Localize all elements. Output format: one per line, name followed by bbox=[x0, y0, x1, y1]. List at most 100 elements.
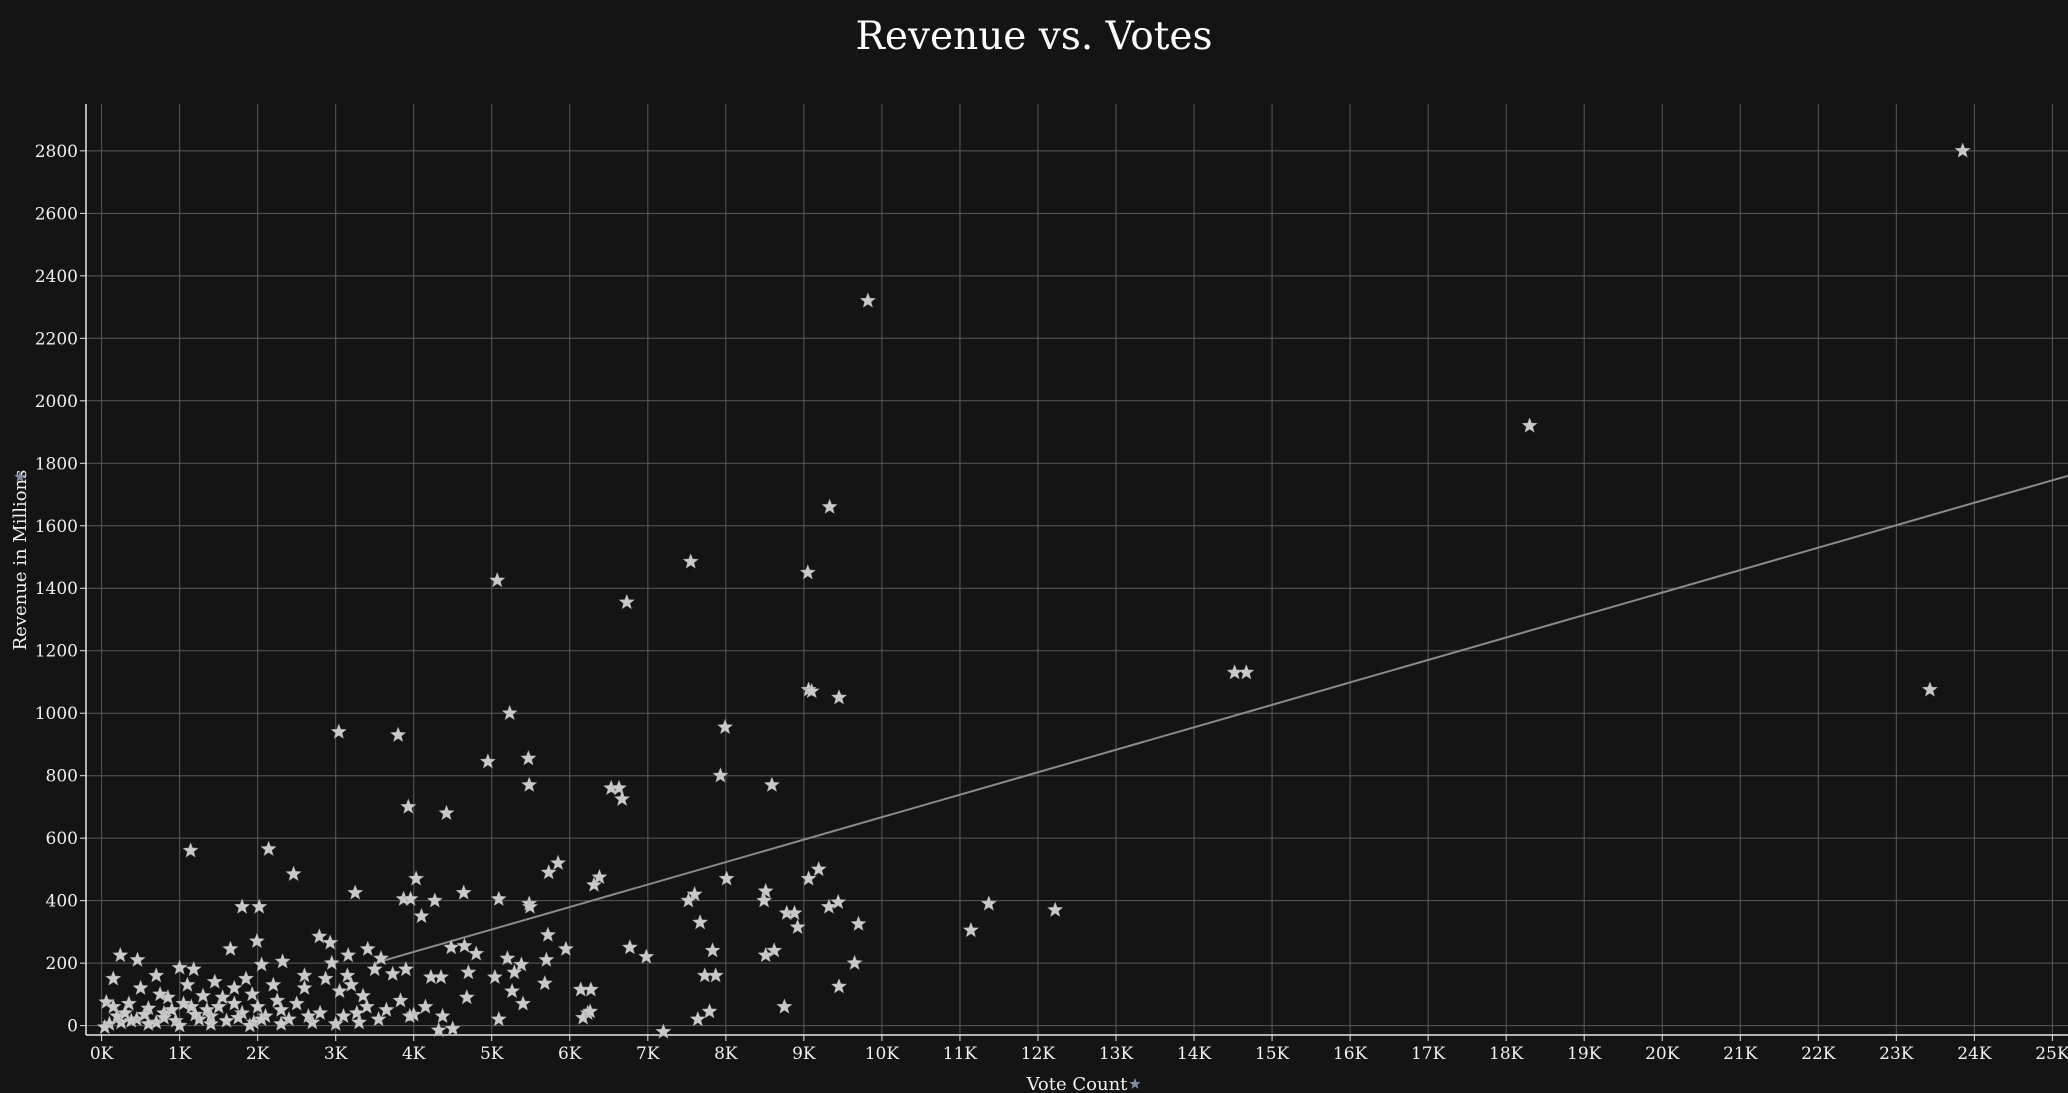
data-point-star[interactable] bbox=[253, 956, 270, 972]
data-point-star[interactable] bbox=[226, 995, 243, 1011]
data-point-star[interactable] bbox=[521, 776, 538, 792]
data-point-star[interactable] bbox=[335, 1007, 352, 1024]
data-point-star[interactable] bbox=[789, 918, 806, 935]
data-point-star[interactable] bbox=[163, 1001, 180, 1017]
data-point-star[interactable] bbox=[755, 892, 773, 908]
data-point-star[interactable] bbox=[389, 726, 407, 743]
data-point-star[interactable] bbox=[980, 895, 997, 911]
data-point-star[interactable] bbox=[120, 995, 138, 1011]
data-point-star[interactable] bbox=[962, 921, 980, 938]
data-point-star[interactable] bbox=[175, 995, 192, 1011]
data-point-star[interactable] bbox=[613, 790, 631, 807]
data-point-star[interactable] bbox=[185, 960, 202, 977]
data-point-star[interactable] bbox=[460, 963, 477, 980]
data-point-star[interactable] bbox=[233, 898, 251, 914]
data-point-star[interactable] bbox=[704, 942, 721, 958]
data-point-star[interactable] bbox=[237, 970, 255, 986]
data-point-star[interactable] bbox=[766, 942, 783, 958]
data-point-star[interactable] bbox=[467, 945, 485, 961]
data-point-star[interactable] bbox=[311, 1004, 329, 1021]
data-point-star[interactable] bbox=[479, 753, 497, 769]
data-point-star[interactable] bbox=[712, 767, 729, 783]
data-point-star[interactable] bbox=[1521, 417, 1538, 433]
data-point-star[interactable] bbox=[182, 842, 199, 858]
data-point-star[interactable] bbox=[96, 1018, 113, 1035]
data-point-star[interactable] bbox=[116, 1004, 134, 1021]
data-point-star[interactable] bbox=[513, 956, 530, 972]
data-point-star[interactable] bbox=[260, 840, 277, 857]
data-point-star[interactable] bbox=[413, 907, 430, 924]
data-point-star[interactable] bbox=[557, 940, 575, 957]
data-point-star[interactable] bbox=[129, 951, 146, 967]
data-point-star[interactable] bbox=[846, 954, 863, 971]
data-point-star[interactable] bbox=[171, 1017, 188, 1033]
data-point-star[interactable] bbox=[226, 979, 243, 996]
data-point-star[interactable] bbox=[340, 946, 357, 963]
data-point-star[interactable] bbox=[311, 928, 328, 944]
data-point-star[interactable] bbox=[540, 863, 557, 880]
data-point-star[interactable] bbox=[655, 1023, 672, 1039]
data-point-star[interactable] bbox=[830, 978, 848, 994]
data-point-star[interactable] bbox=[210, 998, 227, 1014]
data-point-star[interactable] bbox=[378, 1001, 395, 1017]
data-point-star[interactable] bbox=[272, 1001, 290, 1017]
data-point-star[interactable] bbox=[582, 981, 600, 997]
data-point-star[interactable] bbox=[140, 999, 157, 1016]
data-point-star[interactable] bbox=[366, 960, 383, 977]
data-point-star[interactable] bbox=[520, 749, 537, 766]
data-point-star[interactable] bbox=[280, 1010, 298, 1027]
data-point-star[interactable] bbox=[171, 959, 188, 975]
pin-icon[interactable] bbox=[1129, 1078, 1141, 1089]
data-point-star[interactable] bbox=[820, 898, 838, 914]
data-point-star[interactable] bbox=[1921, 681, 1939, 697]
data-point-star[interactable] bbox=[786, 904, 803, 921]
data-point-star[interactable] bbox=[455, 884, 472, 900]
data-point-star[interactable] bbox=[218, 1012, 235, 1028]
data-point-star[interactable] bbox=[1238, 664, 1255, 680]
data-point-star[interactable] bbox=[776, 998, 793, 1014]
data-point-star[interactable] bbox=[288, 995, 305, 1011]
data-point-star[interactable] bbox=[763, 776, 781, 792]
data-point-star[interactable] bbox=[372, 949, 390, 966]
data-point-star[interactable] bbox=[230, 1009, 247, 1025]
data-point-star[interactable] bbox=[810, 860, 827, 877]
data-point-star[interactable] bbox=[269, 992, 286, 1008]
data-point-star[interactable] bbox=[618, 593, 635, 610]
data-point-star[interactable] bbox=[155, 1009, 173, 1025]
data-point-star[interactable] bbox=[456, 937, 473, 953]
data-point-star[interactable] bbox=[757, 882, 774, 899]
data-point-star[interactable] bbox=[486, 968, 504, 985]
data-point-star[interactable] bbox=[859, 292, 877, 308]
data-point-star[interactable] bbox=[400, 798, 417, 814]
data-point-star[interactable] bbox=[327, 1015, 344, 1031]
data-point-star[interactable] bbox=[222, 940, 239, 957]
data-point-star[interactable] bbox=[392, 992, 409, 1008]
data-point-star[interactable] bbox=[800, 870, 817, 886]
data-point-star[interactable] bbox=[397, 960, 415, 977]
data-point-star[interactable] bbox=[621, 938, 639, 955]
data-point-star[interactable] bbox=[148, 967, 165, 983]
data-point-star[interactable] bbox=[401, 1007, 418, 1024]
data-point-star[interactable] bbox=[296, 979, 313, 996]
data-point-star[interactable] bbox=[132, 979, 149, 996]
data-point-star[interactable] bbox=[370, 1010, 387, 1027]
data-point-star[interactable] bbox=[821, 498, 838, 514]
data-point-star[interactable] bbox=[350, 1013, 368, 1030]
data-point-star[interactable] bbox=[716, 718, 734, 735]
data-point-star[interactable] bbox=[206, 973, 223, 989]
data-point-star[interactable] bbox=[591, 868, 608, 885]
data-point-star[interactable] bbox=[503, 982, 521, 999]
data-point-star[interactable] bbox=[194, 987, 212, 1003]
data-point-star[interactable] bbox=[501, 704, 518, 721]
data-point-star[interactable] bbox=[417, 998, 434, 1014]
data-point-star[interactable] bbox=[358, 998, 376, 1014]
data-point-star[interactable] bbox=[1954, 142, 1971, 158]
data-point-star[interactable] bbox=[123, 1012, 140, 1028]
data-point-star[interactable] bbox=[434, 1007, 451, 1024]
data-point-star[interactable] bbox=[538, 951, 555, 967]
data-point-star[interactable] bbox=[198, 1001, 216, 1017]
data-point-star[interactable] bbox=[850, 915, 867, 932]
data-point-star[interactable] bbox=[803, 682, 820, 699]
data-point-star[interactable] bbox=[830, 689, 848, 705]
data-point-star[interactable] bbox=[682, 553, 699, 569]
